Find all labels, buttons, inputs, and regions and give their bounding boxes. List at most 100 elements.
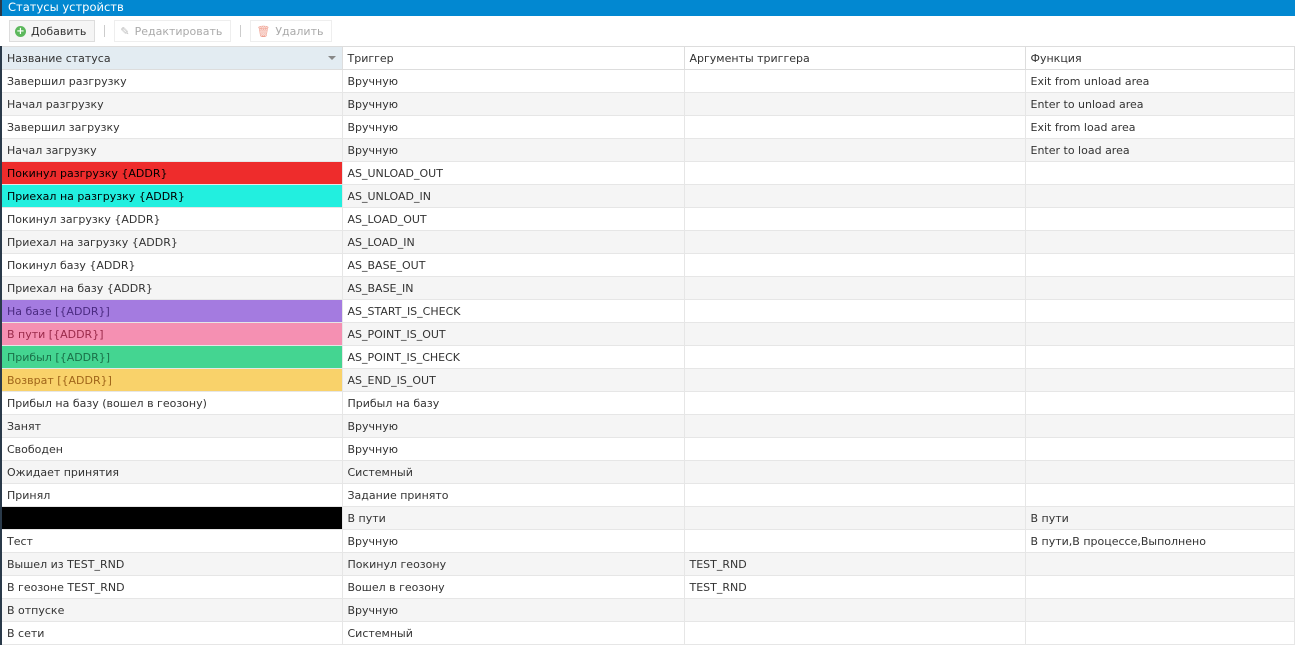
cell-args — [684, 391, 1026, 415]
cell-name: Занят — [1, 414, 343, 438]
cell-name: Свободен — [1, 437, 343, 461]
divider — [104, 25, 106, 37]
add-label: Добавить — [31, 24, 87, 38]
cell-name: Начал загрузку — [1, 138, 343, 162]
cell-func — [1025, 621, 1295, 645]
cell-func: В пути — [1025, 506, 1295, 530]
cell-args — [684, 115, 1026, 139]
table-row[interactable]: Покинул базу {ADDR} AS_BASE_OUT — [1, 253, 1295, 277]
cell-name: В пути [{ADDR}] — [1, 322, 343, 346]
cell-args — [684, 138, 1026, 162]
cell-func: Enter to load area — [1025, 138, 1295, 162]
cell-trigger: Вручную — [342, 92, 685, 116]
table-row[interactable]: Приехал на базу {ADDR} AS_BASE_IN — [1, 276, 1295, 300]
cell-func — [1025, 552, 1295, 576]
table-row[interactable]: Завершил разгрузку Вручную Exit from unloa… — [1, 69, 1295, 93]
table-row[interactable]: Приехал на разгрузку {ADDR} AS_UNLOAD_IN — [1, 184, 1295, 208]
cell-trigger: Покинул геозону — [342, 552, 685, 576]
cell-args — [684, 161, 1026, 185]
cell-name: Приехал на разгрузку {ADDR} — [1, 184, 343, 208]
cell-func — [1025, 575, 1295, 599]
column-header-args[interactable]: Аргументы триггера — [684, 46, 1026, 70]
table-row[interactable]: Прибыл на базу (вошел в геозону) Прибыл н… — [1, 391, 1295, 415]
table-row[interactable]: На базе [{ADDR}] AS_START_IS_CHECK — [1, 299, 1295, 323]
cell-args — [684, 598, 1026, 622]
table-row[interactable]: Возврат [{ADDR}] AS_END_IS_OUT — [1, 368, 1295, 392]
cell-args — [684, 414, 1026, 438]
cell-name: Прибыл [{ADDR}] — [1, 345, 343, 369]
table-row[interactable]: В геозоне TEST_RND Вошел в геозону TEST_RN… — [1, 575, 1295, 599]
cell-args — [684, 69, 1026, 93]
cell-trigger: Системный — [342, 621, 685, 645]
edit-label: Редактировать — [134, 24, 223, 38]
cell-name: Покинул базу {ADDR} — [1, 253, 343, 277]
cell-name: Ожидает принятия — [1, 460, 343, 484]
table-row[interactable]: Свободен Вручную — [1, 437, 1295, 461]
cell-name: Приехал на загрузку {ADDR} — [1, 230, 343, 254]
cell-name: Завершил загрузку — [1, 115, 343, 139]
cell-args — [684, 230, 1026, 254]
column-header-trigger[interactable]: Триггер — [342, 46, 685, 70]
add-button[interactable]: + Добавить — [9, 20, 96, 42]
cell-trigger: Вошел в геозону — [342, 575, 685, 599]
cell-trigger: Задание принято — [342, 483, 685, 507]
cell-func — [1025, 184, 1295, 208]
cell-func — [1025, 437, 1295, 461]
table-row[interactable]: Приехал на загрузку {ADDR} AS_LOAD_IN — [1, 230, 1295, 254]
table-row[interactable]: Вышел из TEST_RND Покинул геозону TEST_RND — [1, 552, 1295, 576]
cell-func — [1025, 253, 1295, 277]
cell-name: Принял — [1, 483, 343, 507]
window-title: Статусы устройств — [0, 0, 1295, 16]
cell-name: Возврат [{ADDR}] — [1, 368, 343, 392]
cell-trigger: AS_START_IS_CHECK — [342, 299, 685, 323]
table-row[interactable]: Начал загрузку Вручную Enter to load area — [1, 138, 1295, 162]
cell-func — [1025, 345, 1295, 369]
column-header-function[interactable]: Функция — [1025, 46, 1295, 70]
cell-args — [684, 276, 1026, 300]
edit-button[interactable]: ✎ Редактировать — [114, 20, 232, 42]
delete-button[interactable]: 🗑 Удалить — [250, 20, 333, 42]
cell-name: Вышел из TEST_RND — [1, 552, 343, 576]
cell-name: Начал разгрузку — [1, 92, 343, 116]
table-row[interactable]: Принял Задание принято — [1, 483, 1295, 507]
cell-name: Завершил разгрузку — [1, 69, 343, 93]
pencil-icon: ✎ — [120, 24, 130, 38]
cell-trigger: AS_POINT_IS_OUT — [342, 322, 685, 346]
divider — [240, 25, 242, 37]
cell-func — [1025, 483, 1295, 507]
status-table: Название статуса Триггер Аргументы тригг… — [0, 46, 1295, 645]
table-row[interactable]: Ожидает принятия Системный — [1, 460, 1295, 484]
cell-func: Enter to unload area — [1025, 92, 1295, 116]
cell-trigger: AS_END_IS_OUT — [342, 368, 685, 392]
plus-icon: + — [15, 25, 26, 37]
cell-args — [684, 529, 1026, 553]
cell-args — [684, 368, 1026, 392]
table-row[interactable]: Покинул разгрузку {ADDR} AS_UNLOAD_OUT — [1, 161, 1295, 185]
cell-args — [684, 345, 1026, 369]
cell-args: TEST_RND — [684, 552, 1026, 576]
cell-func — [1025, 322, 1295, 346]
cell-name: Тест — [1, 529, 343, 553]
cell-func — [1025, 598, 1295, 622]
cell-trigger: Системный — [342, 460, 685, 484]
table-row[interactable]: В сети Системный — [1, 621, 1295, 645]
table-row[interactable]: Тест Вручную В пути,В процессе,Выполнено — [1, 529, 1295, 553]
cell-trigger: AS_BASE_IN — [342, 276, 685, 300]
table-row[interactable]: Начал разгрузку Вручную Enter to unload ar… — [1, 92, 1295, 116]
table-row[interactable]: Покинул загрузку {ADDR} AS_LOAD_OUT — [1, 207, 1295, 231]
sort-dropdown-icon[interactable] — [327, 56, 336, 60]
table-row[interactable]: Занят Вручную — [1, 414, 1295, 438]
table-row[interactable]: В отпуске Вручную — [1, 598, 1295, 622]
table-row[interactable]: Прибыл [{ADDR}] AS_POINT_IS_CHECK — [1, 345, 1295, 369]
cell-args — [684, 437, 1026, 461]
cell-args: TEST_RND — [684, 575, 1026, 599]
column-header-name[interactable]: Название статуса — [1, 46, 343, 70]
cell-func — [1025, 299, 1295, 323]
cell-trigger: Вручную — [342, 598, 685, 622]
table-row[interactable]: Завершил загрузку Вручную Exit from load a… — [1, 115, 1295, 139]
cell-name: В отпуске — [1, 598, 343, 622]
table-row[interactable]: В пути В пути — [1, 506, 1295, 530]
header-label: Название статуса — [7, 51, 111, 65]
cell-func — [1025, 460, 1295, 484]
table-row[interactable]: В пути [{ADDR}] AS_POINT_IS_OUT — [1, 322, 1295, 346]
